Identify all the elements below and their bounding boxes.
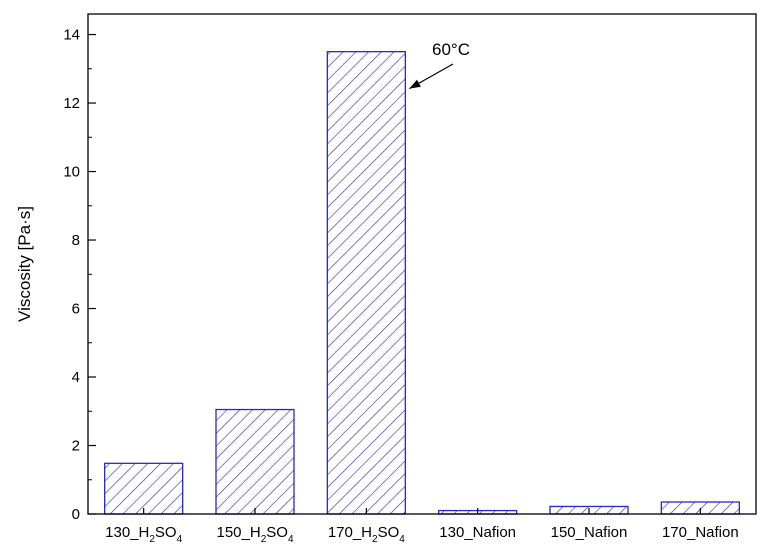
bar-1 (104, 462, 184, 515)
annotation-label: 60°C (432, 40, 470, 59)
x-axis: 130_H2SO4 150_H2SO4 170_H2SO4 130_Nafion 150… (105, 508, 739, 545)
y-axis: 0 2 4 6 8 10 12 14 (63, 27, 96, 523)
bar-3 (326, 51, 406, 515)
bars-group (104, 51, 740, 515)
plot-frame (87, 13, 757, 515)
y-axis-label: Viscosity [Pa·s] (15, 206, 34, 322)
x-tick-label: 170_Nafion (662, 524, 739, 541)
annotation-group: 60°C (409, 40, 470, 90)
x-tick-label: 130_H2SO4 (105, 524, 182, 545)
y-tick-label: 0 (72, 506, 80, 523)
bar-2 (215, 408, 295, 515)
y-tick-label: 12 (63, 95, 80, 112)
x-tick-label: 170_H2SO4 (328, 524, 405, 545)
y-tick-label: 6 (72, 301, 80, 318)
x-tick-label: 130_Nafion (439, 524, 516, 541)
x-tick-label: 150_Nafion (551, 524, 628, 541)
y-tick-label: 10 (63, 164, 80, 181)
annotation-arrowhead (409, 79, 421, 89)
y-tick-label: 2 (72, 438, 80, 455)
y-tick-label: 14 (63, 27, 80, 44)
y-tick-label: 4 (72, 369, 80, 386)
x-tick-label: 150_H2SO4 (216, 524, 293, 545)
y-tick-label: 8 (72, 232, 80, 249)
